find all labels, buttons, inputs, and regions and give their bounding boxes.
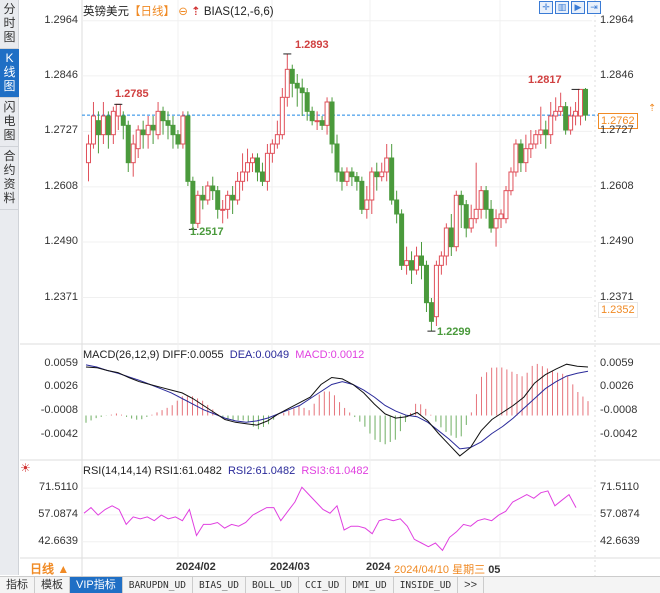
price-tick-right: 1.2608: [600, 179, 634, 192]
price-tick-left: 1.2846: [44, 68, 78, 81]
low-price-tag: 1.2352: [598, 302, 638, 318]
price-tick-left: 1.2727: [44, 124, 78, 137]
low-annotation-1: 1.2517: [190, 226, 224, 238]
macd-tick-right: 0.0059: [600, 357, 634, 370]
period-selector-button[interactable]: 日线 ▲: [30, 562, 70, 576]
macd-tick-right: -0.0008: [600, 404, 638, 417]
symbol-name: 英镑美元: [83, 6, 129, 18]
macd-tick-left: -0.0008: [40, 404, 78, 417]
macd-tick-right: 0.0026: [600, 380, 634, 393]
sidebar-tab-3[interactable]: 合约资料: [0, 147, 19, 210]
indicator-tab-3[interactable]: BARUPDN_UD: [123, 577, 193, 593]
rsi-tick-left: 42.6639: [38, 534, 78, 547]
macd-tick-right: -0.0042: [600, 427, 638, 440]
rsi2-value: RSI2:61.0482: [227, 465, 296, 477]
indicator-tab-6[interactable]: CCI_UD: [299, 577, 347, 593]
play-icon[interactable]: ▶: [571, 1, 585, 14]
sidebar-tab-0[interactable]: 分时图: [0, 0, 19, 49]
macd-title: MACD(26,12,9): [83, 349, 160, 361]
indicator-tab-5[interactable]: BOLL_UD: [246, 577, 300, 593]
time-label-next: 05: [488, 564, 501, 576]
rsi-tick-right: 42.6639: [600, 534, 640, 547]
time-label-feb: 2024/02: [176, 561, 216, 573]
rsi-tick-left: 71.5110: [39, 481, 78, 494]
red-arrow-icon: ⇡: [191, 6, 201, 18]
low-annotation-2: 1.2299: [437, 326, 471, 338]
crosshair-icon[interactable]: ✛: [539, 1, 553, 14]
chart-canvas[interactable]: [0, 0, 660, 576]
rsi-settings-icon[interactable]: ☀: [20, 461, 31, 475]
time-label-apr: 2024: [366, 561, 391, 573]
rsi-tick-right: 71.5110: [600, 481, 639, 494]
up-arrow-icon: ⇡: [648, 103, 657, 114]
macd-dea: DEA:0.0049: [229, 349, 290, 361]
current-price-tag: 1.2762: [598, 113, 638, 129]
macd-tick-left: 0.0026: [44, 380, 78, 393]
high-annotation-2: 1.2893: [295, 39, 329, 51]
indicator-tab-7[interactable]: DMI_UD: [346, 577, 394, 593]
chart-mode-icon[interactable]: ▥: [555, 1, 569, 14]
minus-circle-icon[interactable]: ⊖: [178, 6, 188, 18]
rsi-tick-left: 57.0874: [38, 507, 78, 520]
indicator-tab-2[interactable]: VIP指标: [70, 577, 123, 593]
price-tick-left: 1.2490: [44, 235, 78, 247]
chart-toolbar: ✛ ▥ ▶ ⇥: [539, 1, 601, 14]
rsi1-value: RSI1:61.0482: [154, 465, 222, 477]
macd-diff: DIFF:0.0055: [162, 349, 224, 361]
macd-tick-left: -0.0042: [40, 427, 78, 440]
price-tick-right: 1.2727: [600, 124, 634, 137]
exit-icon[interactable]: ⇥: [587, 1, 601, 14]
macd-tick-left: 0.0059: [44, 357, 78, 370]
rsi-tick-right: 57.0874: [600, 507, 640, 520]
bias-indicator[interactable]: BIAS(12,-6,6): [203, 6, 274, 18]
price-tick-right: 1.2490: [600, 235, 634, 247]
indicator-tab-4[interactable]: BIAS_UD: [193, 577, 246, 593]
crosshair-date: 2024/04/10 星期三 05: [394, 561, 500, 577]
price-tick-left: 1.2964: [44, 13, 78, 26]
high-annotation-3: 1.2817: [528, 74, 562, 86]
rsi3-value: RSI3:61.0482: [301, 465, 369, 477]
price-tick-left: 1.2371: [44, 290, 78, 303]
time-label-mar: 2024/03: [270, 561, 310, 573]
indicator-tab-bar: 指标 模板 VIP指标 BARUPDN_UD BIAS_UD BOLL_UD CCI_UD D…: [0, 576, 660, 593]
period-label[interactable]: 【日线】: [129, 6, 175, 18]
macd-header: MACD(26,12,9) DIFF:0.0055 DEA:0.0049 MAC…: [83, 349, 364, 361]
indicator-tab-9[interactable]: >>: [458, 577, 485, 593]
rsi-header: RSI(14,14,14) RSI1:61.0482 RSI2:61.0482 …: [83, 465, 369, 477]
price-tick-right: 1.2846: [600, 68, 634, 81]
high-annotation-1: 1.2785: [115, 88, 149, 100]
indicator-tab-0[interactable]: 指标: [0, 577, 35, 593]
sidebar-tab-2[interactable]: 闪电图: [0, 98, 19, 147]
indicator-tab-8[interactable]: INSIDE_UD: [394, 577, 459, 593]
indicator-tab-1[interactable]: 模板: [35, 577, 70, 593]
macd-value: MACD:0.0012: [295, 349, 365, 361]
price-tick-right: 1.2371: [600, 290, 634, 303]
chart-header: 英镑美元【日线】 ⊖ ⇡ BIAS(12,-6,6): [83, 3, 274, 19]
crosshair-date-text: 2024/04/10 星期三: [394, 564, 486, 576]
price-tick-right: 1.2964: [600, 13, 634, 26]
price-tick-left: 1.2608: [44, 179, 78, 192]
rsi-title: RSI(14,14,14): [83, 465, 152, 477]
